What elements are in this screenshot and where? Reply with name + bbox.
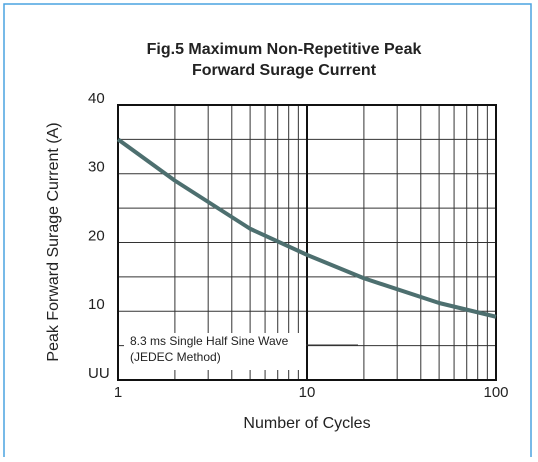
x-tick-label: 100 bbox=[483, 384, 508, 401]
y-tick-label: 20 bbox=[88, 227, 105, 244]
annotation: (JEDEC Method) bbox=[130, 350, 221, 364]
y-tick-label: 40 bbox=[88, 90, 105, 107]
x-tick-label: 1 bbox=[114, 384, 122, 401]
annotation-box bbox=[124, 333, 306, 370]
y-tick-label: 10 bbox=[88, 296, 105, 313]
x-tick-label: 10 bbox=[299, 384, 316, 401]
chart-title: Fig.5 Maximum Non-Repetitive Peak bbox=[147, 41, 422, 58]
y-tick-label: UU bbox=[88, 365, 110, 382]
y-axis-label: Peak Forward Surage Current (A) bbox=[45, 122, 62, 361]
line bbox=[116, 137, 497, 319]
y-tick-label: 30 bbox=[88, 159, 105, 176]
x-axis-label: Number of Cycles bbox=[243, 415, 370, 432]
frame bbox=[3, 3, 532, 462]
plot-border bbox=[117, 104, 497, 381]
chart-title: Forward Surage Current bbox=[192, 62, 377, 79]
annotation: 8.3 ms Single Half Sine Wave bbox=[130, 334, 289, 348]
